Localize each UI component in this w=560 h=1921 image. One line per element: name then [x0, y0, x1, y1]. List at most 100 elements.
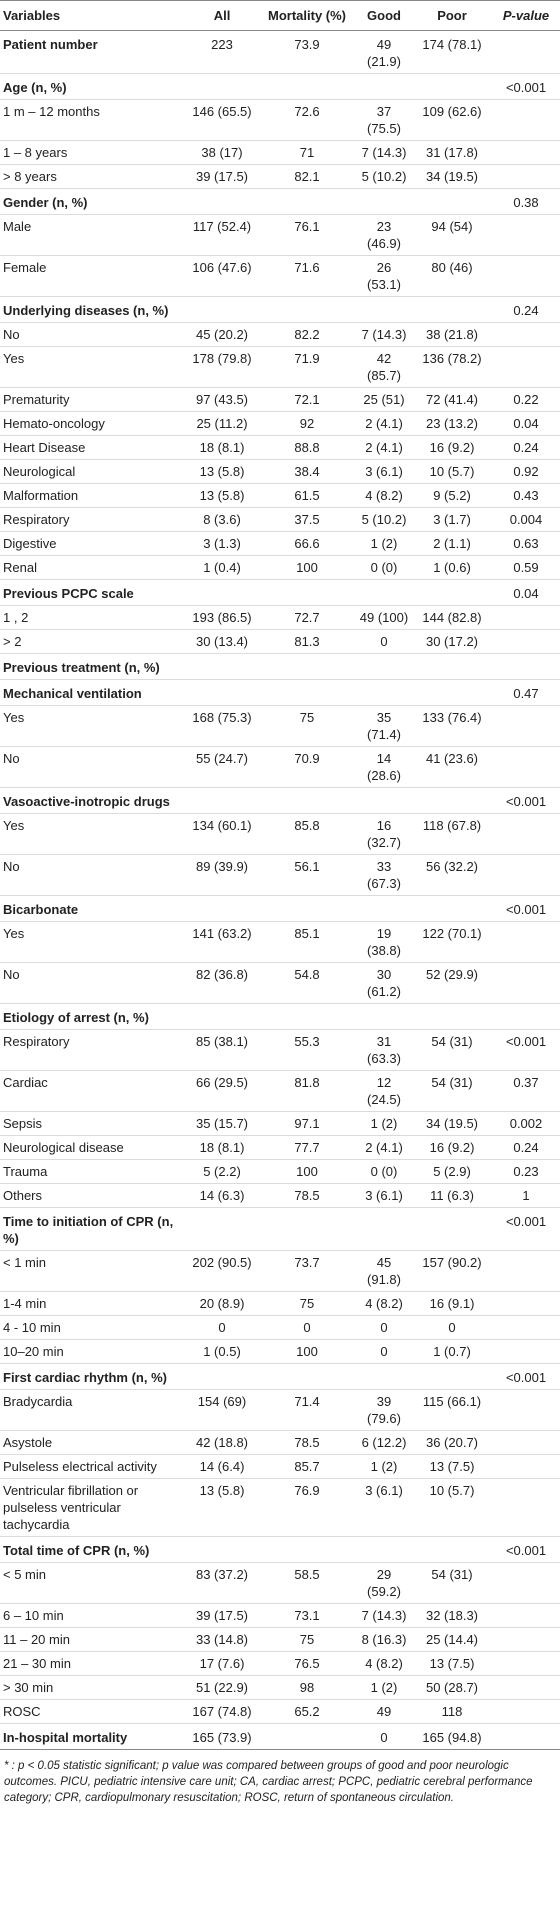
- variable-cell: < 5 min: [3, 1567, 46, 1582]
- p-value-cell: 1: [522, 1188, 530, 1203]
- mortality-cell: [258, 896, 356, 922]
- p-value-cell: [492, 706, 560, 747]
- all-cell: 13 (5.8): [199, 488, 245, 503]
- p-value-cell: <0.001: [505, 1214, 547, 1229]
- poor-cell: [412, 1364, 492, 1390]
- good-cell: [356, 1208, 412, 1251]
- poor-cell: 30 (17.2): [425, 634, 479, 649]
- poor-cell: 16 (9.2): [429, 440, 475, 455]
- variable-cell: Age (n, %): [3, 80, 67, 95]
- variable-cell: Etiology of arrest (n, %): [3, 1010, 149, 1025]
- variable-cell: 1 , 2: [3, 610, 29, 625]
- p-value-cell: <0.001: [505, 1543, 547, 1558]
- good-cell: 8 (16.3): [361, 1632, 407, 1647]
- table-row: Yes 141 (63.2) 85.1 19 (38.8) 122 (70.1): [0, 922, 560, 963]
- all-cell: 0: [218, 1320, 226, 1335]
- good-cell: 1 (2): [370, 1459, 398, 1474]
- poor-cell: 16 (9.1): [429, 1296, 475, 1311]
- poor-cell: 32 (18.3): [425, 1608, 479, 1623]
- table-row: Neurological 13 (5.8) 38.4 3 (6.1) 10 (5.7) 0…: [0, 460, 560, 484]
- p-value-cell: [492, 1316, 560, 1340]
- mortality-cell: 37.5: [294, 512, 320, 527]
- p-value-cell: 0.04: [513, 586, 539, 601]
- all-cell: 5 (2.2): [203, 1164, 241, 1179]
- table-row: > 2 30 (13.4) 81.3 0 30 (17.2): [0, 630, 560, 654]
- section-row: Gender (n, %) 0.38: [0, 189, 560, 215]
- p-value-cell: [492, 165, 560, 189]
- good-cell: 2 (4.1): [365, 416, 403, 431]
- good-cell: 1 (2): [370, 536, 398, 551]
- poor-cell: 31 (17.8): [425, 145, 479, 160]
- table-row: No 82 (36.8) 54.8 30 (61.2) 52 (29.9): [0, 963, 560, 1004]
- mortality-cell: 72.6: [294, 104, 320, 119]
- good-cell: 3 (6.1): [365, 1483, 403, 1498]
- p-value-cell: [492, 141, 560, 165]
- variable-cell: Renal: [3, 560, 37, 575]
- mortality-cell: [258, 1537, 356, 1563]
- poor-cell: 1 (0.6): [433, 560, 471, 575]
- variable-cell: No: [3, 751, 20, 766]
- good-cell: 23 (46.9): [367, 219, 401, 251]
- poor-cell: 115 (66.1): [422, 1394, 482, 1409]
- good-cell: 0: [380, 1320, 388, 1335]
- p-value-cell: 0.22: [513, 392, 539, 407]
- all-cell: 223: [211, 37, 233, 52]
- variable-cell: 1 – 8 years: [3, 145, 68, 160]
- mortality-cell: 75: [299, 1296, 315, 1311]
- table-row: Female 106 (47.6) 71.6 26 (53.1) 80 (46): [0, 256, 560, 297]
- all-cell: [186, 896, 258, 922]
- good-cell: 33 (67.3): [367, 859, 401, 891]
- poor-cell: 16 (9.2): [429, 1140, 475, 1155]
- variable-cell: No: [3, 327, 20, 342]
- all-cell: 106 (47.6): [192, 260, 252, 275]
- p-value-cell: [492, 1700, 560, 1724]
- all-cell: 83 (37.2): [195, 1567, 249, 1582]
- mortality-cell: [258, 1364, 356, 1390]
- section-row: Mechanical ventilation 0.47: [0, 680, 560, 706]
- table-row: 1 m – 12 months 146 (65.5) 72.6 37 (75.5) 10…: [0, 100, 560, 141]
- mortality-cell: [258, 1208, 356, 1251]
- good-cell: 45 (91.8): [367, 1255, 401, 1287]
- header-variables: Variables: [0, 0, 186, 31]
- mortality-cell: 97.1: [294, 1116, 320, 1131]
- p-value-cell: [492, 1251, 560, 1292]
- p-value-cell: [492, 31, 560, 74]
- p-value-cell: [492, 630, 560, 654]
- all-cell: 33 (14.8): [195, 1632, 249, 1647]
- table-row: < 1 min 202 (90.5) 73.7 45 (91.8) 157 (90.2): [0, 1251, 560, 1292]
- variable-cell: Vasoactive-inotropic drugs: [3, 794, 170, 809]
- mortality-cell: 78.5: [294, 1188, 320, 1203]
- section-row: Bicarbonate <0.001: [0, 896, 560, 922]
- p-value-cell: [492, 654, 560, 680]
- table-row: Respiratory 8 (3.6) 37.5 5 (10.2) 3 (1.7) 0.0…: [0, 508, 560, 532]
- variable-cell: Digestive: [3, 536, 57, 551]
- p-value-cell: 0.004: [509, 512, 543, 527]
- good-cell: 5 (10.2): [361, 512, 407, 527]
- variable-cell: Cardiac: [3, 1075, 48, 1090]
- poor-cell: 80 (46): [431, 260, 473, 275]
- all-cell: 193 (86.5): [192, 610, 252, 625]
- good-cell: 42 (85.7): [367, 351, 401, 383]
- good-cell: [356, 1364, 412, 1390]
- header-mortality: Mortality (%): [258, 0, 356, 31]
- variable-cell: 1 m – 12 months: [3, 104, 100, 119]
- p-value-cell: [492, 256, 560, 297]
- good-cell: 29 (59.2): [367, 1567, 401, 1599]
- table-row: > 30 min 51 (22.9) 98 1 (2) 50 (28.7): [0, 1676, 560, 1700]
- p-value-cell: 0.002: [509, 1116, 543, 1131]
- poor-cell: [412, 896, 492, 922]
- variable-cell: Neurological: [3, 464, 76, 479]
- poor-cell: 13 (7.5): [429, 1656, 475, 1671]
- header-poor: Poor: [412, 0, 492, 31]
- mortality-cell: 73.9: [294, 37, 320, 52]
- mortality-cell: 76.1: [294, 219, 320, 234]
- table-row: Male 117 (52.4) 76.1 23 (46.9) 94 (54): [0, 215, 560, 256]
- all-cell: 20 (8.9): [199, 1296, 245, 1311]
- header-p-value: P-value: [492, 0, 560, 31]
- p-value-cell: <0.001: [505, 1370, 547, 1385]
- mortality-cell: 85.7: [294, 1459, 320, 1474]
- mortality-cell: [258, 788, 356, 814]
- mortality-cell: [258, 680, 356, 706]
- variable-cell: Gender (n, %): [3, 195, 88, 210]
- mortality-cell: 72.7: [294, 610, 320, 625]
